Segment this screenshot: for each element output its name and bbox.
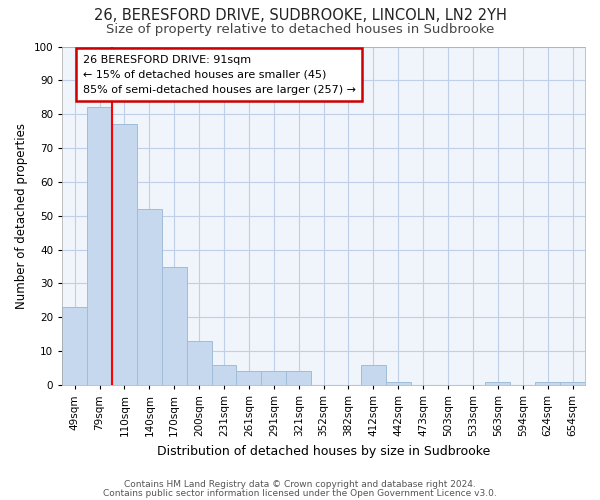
X-axis label: Distribution of detached houses by size in Sudbrooke: Distribution of detached houses by size … bbox=[157, 444, 490, 458]
Text: Contains public sector information licensed under the Open Government Licence v3: Contains public sector information licen… bbox=[103, 488, 497, 498]
Bar bbox=[485, 382, 511, 385]
Bar bbox=[535, 382, 560, 385]
Bar bbox=[162, 266, 187, 385]
Bar bbox=[386, 382, 411, 385]
Bar bbox=[62, 307, 87, 385]
Bar bbox=[137, 209, 162, 385]
Bar bbox=[87, 108, 112, 385]
Bar bbox=[560, 382, 585, 385]
Bar bbox=[236, 372, 262, 385]
Bar bbox=[187, 341, 212, 385]
Bar bbox=[361, 364, 386, 385]
Bar bbox=[286, 372, 311, 385]
Bar bbox=[262, 372, 286, 385]
Text: 26 BERESFORD DRIVE: 91sqm
← 15% of detached houses are smaller (45)
85% of semi-: 26 BERESFORD DRIVE: 91sqm ← 15% of detac… bbox=[83, 55, 356, 94]
Text: Size of property relative to detached houses in Sudbrooke: Size of property relative to detached ho… bbox=[106, 22, 494, 36]
Text: Contains HM Land Registry data © Crown copyright and database right 2024.: Contains HM Land Registry data © Crown c… bbox=[124, 480, 476, 489]
Bar bbox=[112, 124, 137, 385]
Text: 26, BERESFORD DRIVE, SUDBROOKE, LINCOLN, LN2 2YH: 26, BERESFORD DRIVE, SUDBROOKE, LINCOLN,… bbox=[94, 8, 506, 22]
Bar bbox=[212, 364, 236, 385]
Y-axis label: Number of detached properties: Number of detached properties bbox=[15, 123, 28, 309]
